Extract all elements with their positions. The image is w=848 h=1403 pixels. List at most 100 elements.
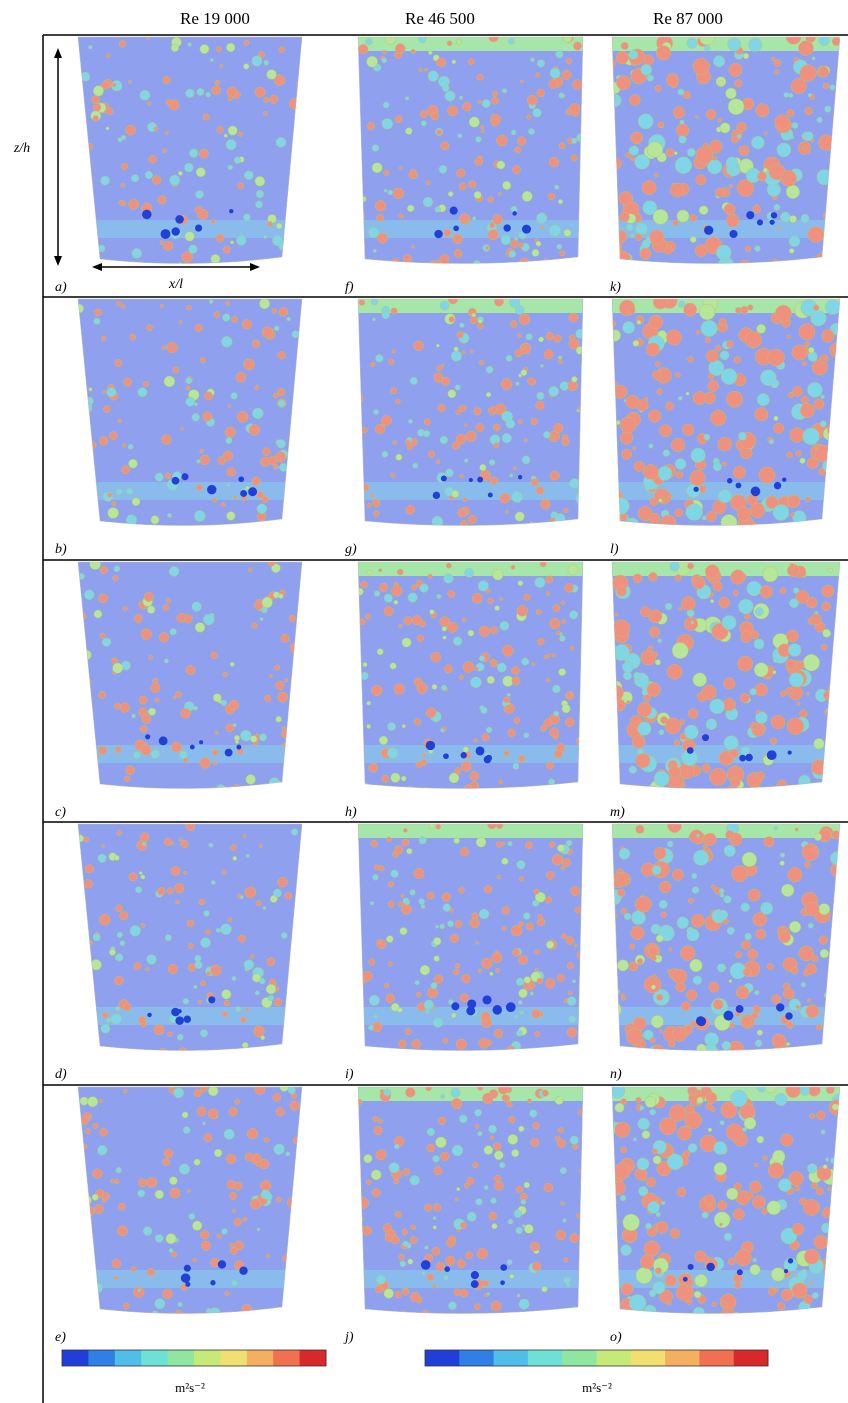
contour-spot bbox=[464, 567, 475, 578]
contour-spot bbox=[140, 832, 150, 842]
contour-spot bbox=[171, 741, 182, 753]
contour-spot bbox=[237, 131, 243, 137]
contour-spot bbox=[478, 359, 485, 366]
contour-spot bbox=[399, 1260, 406, 1268]
contour-spot bbox=[494, 968, 500, 973]
contour-spot bbox=[794, 1185, 801, 1192]
contour-spot bbox=[175, 691, 182, 698]
contour-spot bbox=[412, 462, 419, 469]
contour-spot bbox=[131, 497, 141, 506]
contour-spot bbox=[807, 93, 812, 98]
contour-spot bbox=[740, 631, 752, 643]
contour-spot bbox=[242, 1041, 249, 1049]
contour-spot bbox=[657, 466, 673, 481]
contour-spot bbox=[148, 655, 153, 660]
contour-spot bbox=[810, 310, 827, 327]
contour-spot bbox=[677, 88, 685, 96]
contour-spot bbox=[620, 1244, 632, 1256]
contour-spot bbox=[730, 1089, 748, 1107]
contour-spot bbox=[464, 458, 469, 463]
contour-spot bbox=[518, 242, 524, 249]
contour-spot bbox=[530, 417, 538, 426]
contour-spot bbox=[780, 1288, 794, 1302]
contour-spot bbox=[523, 732, 530, 739]
map-outline bbox=[611, 561, 841, 789]
contour-spot bbox=[165, 1233, 177, 1245]
contour-spot bbox=[416, 634, 424, 642]
contour-spot bbox=[550, 435, 556, 441]
contour-spot bbox=[119, 702, 130, 713]
contour-spot bbox=[400, 775, 407, 782]
contour-spot bbox=[410, 169, 416, 175]
contour-spot bbox=[831, 37, 840, 46]
contour-spot bbox=[114, 855, 120, 861]
contour-spot bbox=[519, 257, 531, 264]
contour-spot bbox=[808, 1087, 821, 1097]
contour-spot bbox=[413, 868, 425, 880]
contour-spot bbox=[152, 678, 159, 684]
contour-spot bbox=[157, 887, 166, 896]
contour-spot bbox=[677, 395, 683, 401]
contour-spot bbox=[146, 954, 157, 965]
contour-spot bbox=[440, 1093, 446, 1099]
contour-spot bbox=[436, 129, 443, 136]
contour-spot bbox=[449, 933, 459, 943]
low-spot bbox=[787, 750, 792, 755]
contour-spot bbox=[203, 613, 215, 626]
contour-spot bbox=[501, 1094, 509, 1102]
contour-spot bbox=[435, 924, 439, 929]
contour-spot bbox=[507, 728, 516, 737]
colorbar-segment bbox=[596, 1350, 632, 1366]
contour-spot bbox=[240, 729, 252, 742]
contour-spot bbox=[553, 749, 563, 759]
contour-spot bbox=[276, 1196, 282, 1203]
contour-spot bbox=[673, 151, 678, 156]
contour-spot bbox=[650, 1015, 664, 1029]
panel-label: l) bbox=[610, 542, 619, 557]
contour-spot bbox=[80, 427, 90, 437]
contour-spot bbox=[705, 564, 720, 579]
contour-spot bbox=[718, 489, 732, 504]
contour-spot bbox=[719, 122, 731, 134]
contour-spot bbox=[256, 491, 265, 499]
contour-spot bbox=[523, 593, 531, 601]
contour-spot bbox=[122, 1002, 132, 1012]
contour-spot bbox=[78, 345, 84, 354]
contour-spot bbox=[496, 841, 503, 848]
contour-map bbox=[612, 824, 840, 1051]
contour-spot bbox=[501, 841, 506, 846]
contour-spot bbox=[211, 85, 221, 95]
contour-spot bbox=[409, 1175, 420, 1186]
contour-spot bbox=[612, 329, 621, 342]
contour-spot bbox=[524, 841, 533, 850]
contour-spot bbox=[386, 935, 394, 943]
contour-spot bbox=[446, 1238, 456, 1248]
contour-spot bbox=[635, 1267, 653, 1284]
contour-spot bbox=[672, 106, 685, 119]
contour-spot bbox=[567, 990, 573, 996]
contour-spot bbox=[545, 332, 555, 341]
contour-spot bbox=[805, 901, 820, 917]
contour-spot bbox=[178, 1047, 188, 1051]
contour-spot bbox=[534, 891, 546, 903]
contour-spot bbox=[613, 253, 621, 262]
contour-spot bbox=[807, 922, 814, 929]
contour-spot bbox=[411, 584, 418, 591]
contour-spot bbox=[734, 79, 743, 88]
contour-spot bbox=[82, 1143, 88, 1150]
contour-spot bbox=[394, 1143, 400, 1150]
contour-spot bbox=[82, 698, 90, 706]
contour-spot bbox=[373, 1125, 383, 1135]
contour-spot bbox=[816, 1110, 826, 1120]
contour-spot bbox=[491, 952, 503, 964]
contour-spot bbox=[499, 1162, 506, 1169]
contour-spot bbox=[665, 73, 680, 87]
contour-spot bbox=[192, 1258, 197, 1263]
contour-spot bbox=[829, 342, 840, 358]
low-spot bbox=[208, 996, 216, 1004]
low-spot bbox=[142, 209, 152, 220]
contour-spot bbox=[254, 1025, 261, 1031]
contour-spot bbox=[628, 765, 637, 774]
contour-spot bbox=[831, 196, 840, 212]
contour-spot bbox=[219, 63, 224, 68]
